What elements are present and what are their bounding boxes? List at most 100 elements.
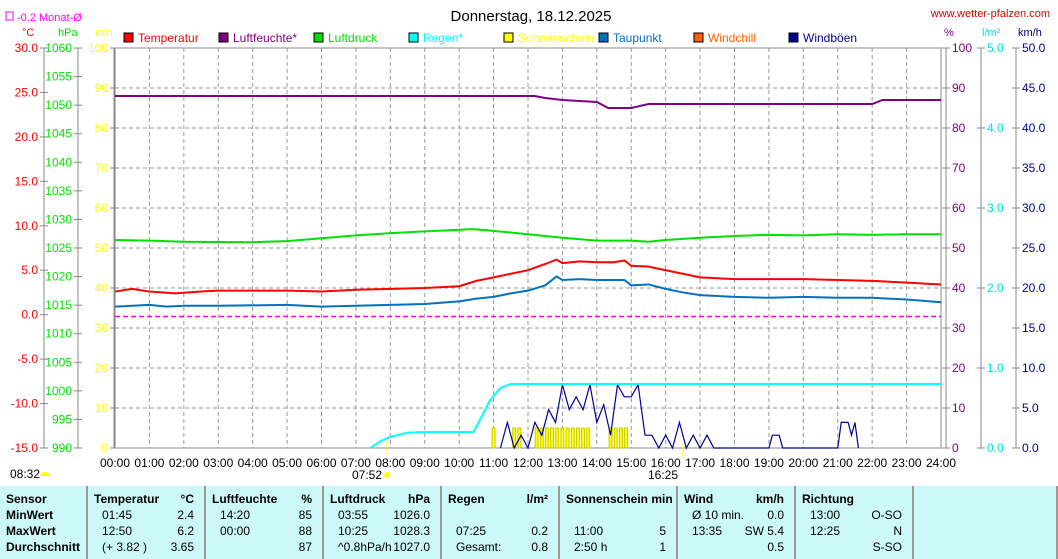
legend-label-dew: Taupunkt xyxy=(613,31,662,45)
cell-value: 6.2 xyxy=(177,524,194,538)
axis-tick-min: 60 xyxy=(95,201,109,215)
axis-tick-min: 20 xyxy=(95,361,109,375)
legend-swatch-hum xyxy=(218,32,229,43)
axis-tick-min: 80 xyxy=(95,121,109,135)
axis-unit-press: hPa xyxy=(58,27,78,39)
table-column xyxy=(914,486,1058,559)
cell-label: 2:50 h xyxy=(574,540,608,554)
axis-tick-wind: 30.0 xyxy=(1022,201,1046,215)
axis-tick-press: 1005 xyxy=(45,355,72,369)
axis-unit-rain: l/m² xyxy=(982,27,1001,39)
month-avg-icon xyxy=(5,11,14,21)
x-tick-label: 04:00 xyxy=(238,456,268,470)
axis-tick-wind: 25.0 xyxy=(1022,241,1046,255)
cell-value: hPa xyxy=(407,492,430,506)
axis-tick-min: 70 xyxy=(95,161,109,175)
sunshine-bar xyxy=(613,427,618,449)
axis-tick-press: 1015 xyxy=(45,298,72,312)
cell-value: l/m² xyxy=(526,492,548,506)
table-row xyxy=(566,508,670,524)
cell-value: °C xyxy=(180,492,194,506)
series-line-gust xyxy=(499,382,859,450)
legend-label-temp: Temperatur xyxy=(138,31,199,45)
table-header: Sensor xyxy=(6,492,80,508)
table-column: Luftdruck hPa 03:55 1026.0 10:25 1028.3 ^0.8hP… xyxy=(324,486,442,559)
axis-tick-min: 50 xyxy=(95,241,109,255)
axis-tick-hum: 30 xyxy=(952,321,966,335)
axis-tick-press: 1060 xyxy=(45,41,72,55)
table-row: 01:45 2.4 xyxy=(94,508,198,524)
axis-tick-wind: 5.0 xyxy=(1022,401,1039,415)
cell-label: MinWert xyxy=(6,508,54,522)
table-row: 14:20 85 xyxy=(212,508,316,524)
axis-tick-rain: 2.0 xyxy=(987,281,1004,295)
axis-tick-temp: -5.0 xyxy=(17,352,38,366)
cell-value: 1027.0 xyxy=(393,540,430,554)
cell-value: 3.65 xyxy=(170,540,194,554)
table-row: Ø 10 min. 0.0 xyxy=(684,508,788,524)
cell-label: 12:50 xyxy=(102,524,133,538)
axis-tick-press: 1035 xyxy=(45,184,72,198)
legend-swatch-sun xyxy=(503,32,514,43)
table-column: Sensor MinWert MaxWert Durchschnitt xyxy=(0,486,88,559)
axis-tick-temp: 30.0 xyxy=(15,41,39,55)
axis-tick-temp: -15.0 xyxy=(11,441,39,455)
legend-swatch-press xyxy=(313,32,324,43)
axis-tick-hum: 60 xyxy=(952,201,966,215)
cell-value: N xyxy=(893,524,902,538)
axis-tick-rain: 4.0 xyxy=(987,121,1004,135)
axis-tick-press: 1050 xyxy=(45,98,72,112)
cell-label: Sonnenschein min xyxy=(566,492,673,506)
table-header: Temperatur °C xyxy=(94,492,198,508)
moon-time: 08:32 xyxy=(10,467,40,481)
table-column: Sonnenschein min 11:00 5 2:50 h 1 xyxy=(560,486,678,559)
table-column: Wind km/h Ø 10 min. 0.0 13:35 SW 5.4 0.5 xyxy=(678,486,796,559)
cell-label: Sensor xyxy=(6,492,47,506)
x-tick-label: 16:00 xyxy=(651,456,681,470)
legend-label-chill: Windchill xyxy=(708,31,756,45)
sunshine-bar xyxy=(581,427,586,449)
axis-tick-rain: 5.0 xyxy=(987,41,1004,55)
table-row: 03:55 1026.0 xyxy=(330,508,434,524)
axis-tick-wind: 10.0 xyxy=(1022,361,1046,375)
axis-tick-hum: 0 xyxy=(952,441,959,455)
table-row: 87 xyxy=(212,540,316,556)
table-row: 0.5 xyxy=(684,540,788,556)
table-row: ^0.8hPa/h 1027.0 xyxy=(330,540,434,556)
cell-value: 5 xyxy=(659,524,666,538)
table-column: Luftfeuchte% 14:20 85 00:00 88 87 xyxy=(206,486,324,559)
axis-tick-press: 1020 xyxy=(45,270,72,284)
axis-unit-temp: °C xyxy=(22,27,34,39)
x-tick-label: 05:00 xyxy=(272,456,302,470)
x-tick-label: 00:00 xyxy=(100,456,130,470)
statistics-table: Sensor MinWert MaxWert Durchschnitt Temperat… xyxy=(0,486,1058,559)
legend-label-hum: Luftfeuchte* xyxy=(233,31,297,45)
x-tick-label: 08:00 xyxy=(375,456,405,470)
axis-tick-press: 1000 xyxy=(45,384,72,398)
axis-tick-hum: 20 xyxy=(952,361,966,375)
series-line-rain xyxy=(369,383,941,449)
sunshine-bar xyxy=(550,427,555,449)
x-tick-label: 03:00 xyxy=(203,456,233,470)
x-tick-label: 23:00 xyxy=(892,456,922,470)
cell-value: 0.5 xyxy=(767,540,784,554)
axis-tick-wind: 0.0 xyxy=(1022,441,1039,455)
axis-tick-hum: 40 xyxy=(952,281,966,295)
series-line-press xyxy=(114,228,941,244)
cell-label: 12:25 xyxy=(810,524,841,538)
axis-tick-temp: -10.0 xyxy=(11,397,39,411)
x-tick-label: 14:00 xyxy=(582,456,612,470)
table-row: S-SO xyxy=(802,540,906,556)
cell-value: 0.0 xyxy=(767,508,784,522)
axis-tick-rain: 1.0 xyxy=(987,361,1004,375)
cell-label: 13:35 xyxy=(692,524,723,538)
cell-label: Luftfeuchte xyxy=(212,492,278,506)
cell-label: 10:25 xyxy=(338,524,369,538)
cell-label: Ø 10 min. xyxy=(692,508,745,522)
cell-value: 85 xyxy=(298,508,312,522)
cell-label: 01:45 xyxy=(102,508,133,522)
legend-swatch-chill xyxy=(693,32,704,43)
table-column: Regen l/m² 07:25 0.2 Gesamt: 0.8 xyxy=(442,486,560,559)
axis-tick-wind: 35.0 xyxy=(1022,161,1046,175)
axis-tick-hum: 80 xyxy=(952,121,966,135)
